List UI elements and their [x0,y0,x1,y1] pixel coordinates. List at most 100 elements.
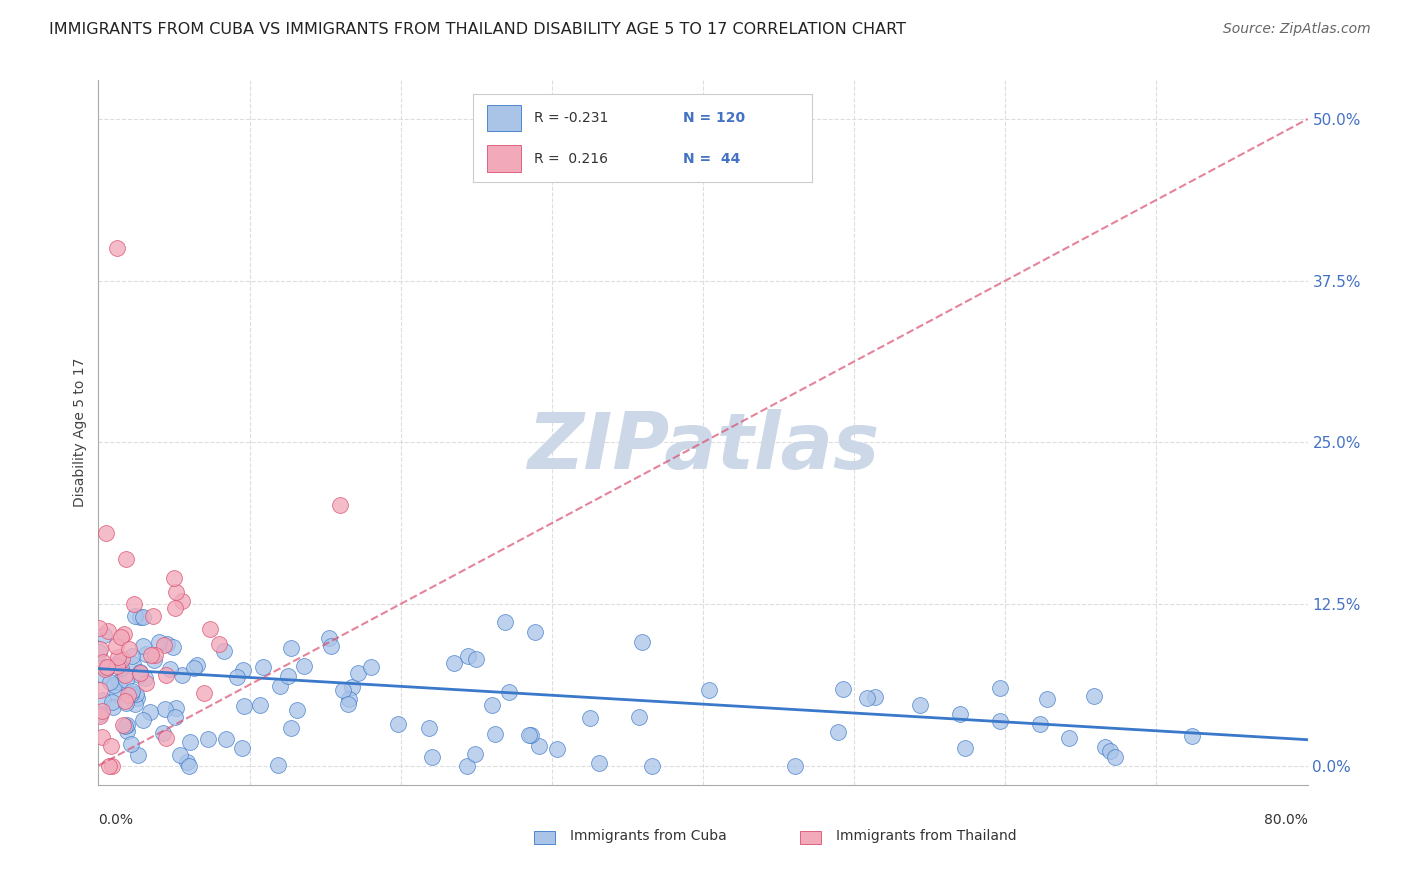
Point [96,624,118,639]
Point [183,661,205,675]
Point [100,674,122,689]
Point [141,648,163,662]
Point [1028,717,1050,731]
Point [143,648,166,662]
Point [546,742,568,756]
Point [121,649,143,664]
Point [827,724,849,739]
Point [122,597,145,611]
Point [112,627,135,641]
Point [179,735,201,749]
Text: Immigrants from Thailand: Immigrants from Thailand [837,830,1017,844]
Point [117,688,139,702]
FancyBboxPatch shape [534,831,555,844]
Point [159,662,181,676]
Point [418,721,440,735]
Point [142,608,165,623]
Point [124,687,146,701]
Point [456,758,478,772]
Point [132,713,155,727]
Point [172,668,194,682]
Point [1181,729,1204,743]
Point [91,656,114,670]
Point [955,741,977,756]
Point [641,758,664,772]
Point [152,726,174,740]
Point [135,676,157,690]
Point [163,571,186,585]
Point [988,681,1011,696]
Point [91,692,114,706]
Point [105,687,128,701]
Point [517,728,540,742]
Point [103,678,125,692]
Point [93,628,115,642]
Point [465,652,488,666]
Point [484,726,506,740]
Point [1094,740,1116,755]
Point [527,739,550,753]
Point [91,659,114,673]
Point [96,661,118,675]
Point [252,660,274,674]
Point [96,659,118,673]
Point [212,644,235,658]
Point [120,737,142,751]
Point [232,698,254,713]
Point [179,758,201,772]
Y-axis label: Disability Age 5 to 17: Disability Age 5 to 17 [73,358,87,508]
Point [988,714,1011,728]
Point [114,693,136,707]
Point [165,710,187,724]
Point [101,700,124,714]
Point [232,663,254,677]
Point [249,698,271,712]
Point [346,666,368,681]
Point [225,670,247,684]
Point [420,749,443,764]
Point [101,758,124,772]
Point [118,641,141,656]
Point [87,621,110,635]
Point [1083,689,1105,703]
Point [111,652,134,666]
Point [285,703,308,717]
Point [186,657,208,672]
Point [520,728,543,742]
Point [292,659,315,673]
Point [91,730,114,744]
Point [169,748,191,763]
Point [107,657,129,671]
Point [267,757,290,772]
Point [129,665,152,679]
Point [108,674,131,689]
Point [193,686,215,700]
Point [127,747,149,762]
Point [1099,744,1122,758]
Point [165,585,187,599]
Point [631,635,654,649]
Point [498,685,520,699]
Point [125,690,148,705]
Point [105,241,128,255]
Point [329,499,352,513]
Point [387,717,409,731]
Point [318,631,340,645]
Point [176,755,198,769]
Point [783,758,806,772]
FancyBboxPatch shape [800,831,821,844]
Point [197,731,219,746]
Point [697,682,720,697]
Point [627,710,650,724]
Point [1057,731,1080,745]
Point [120,687,142,701]
Point [155,702,177,716]
Point [1104,749,1126,764]
Point [457,649,479,664]
Point [142,653,165,667]
Point [89,709,111,723]
Point [856,690,879,705]
Point [280,721,302,735]
Point [114,667,136,681]
Point [115,718,138,732]
